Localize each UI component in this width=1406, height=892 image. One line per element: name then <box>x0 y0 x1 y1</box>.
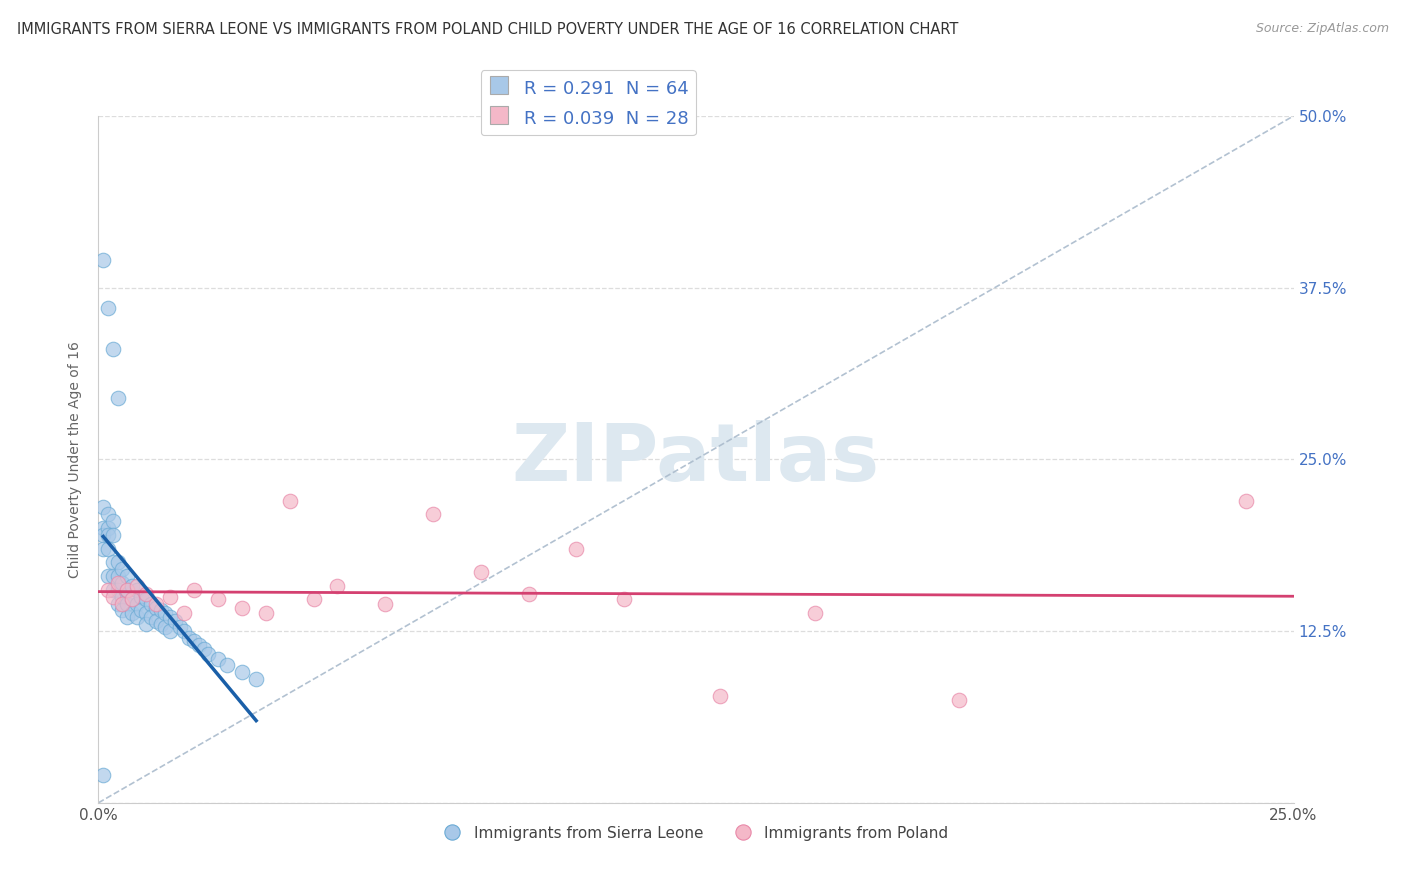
Point <box>207 651 229 665</box>
Point <box>135 587 157 601</box>
Point <box>107 569 129 583</box>
Point <box>107 555 129 570</box>
Point <box>125 610 148 624</box>
Point <box>302 592 325 607</box>
Point <box>97 528 120 542</box>
Point <box>101 569 124 583</box>
Point <box>145 597 167 611</box>
Point <box>183 633 205 648</box>
Point <box>145 600 167 615</box>
Point <box>115 582 138 597</box>
Point <box>111 576 134 591</box>
Point <box>149 603 172 617</box>
Point <box>107 576 129 591</box>
Point <box>97 301 120 316</box>
Point <box>187 638 209 652</box>
Point <box>278 493 301 508</box>
Point <box>125 597 148 611</box>
Point <box>149 617 172 632</box>
Point <box>159 590 181 604</box>
Point <box>135 617 157 632</box>
Point <box>91 768 114 782</box>
Point <box>1234 493 1257 508</box>
Point <box>125 579 148 593</box>
Point <box>107 391 129 405</box>
Point <box>121 579 143 593</box>
Text: ZIPatlas: ZIPatlas <box>512 420 880 499</box>
Legend: Immigrants from Sierra Leone, Immigrants from Poland: Immigrants from Sierra Leone, Immigrants… <box>437 820 955 847</box>
Text: Source: ZipAtlas.com: Source: ZipAtlas.com <box>1256 22 1389 36</box>
Text: IMMIGRANTS FROM SIERRA LEONE VS IMMIGRANTS FROM POLAND CHILD POVERTY UNDER THE A: IMMIGRANTS FROM SIERRA LEONE VS IMMIGRAN… <box>17 22 959 37</box>
Point <box>173 606 195 620</box>
Point <box>125 582 148 597</box>
Point <box>101 343 124 357</box>
Point <box>101 590 124 604</box>
Point <box>217 658 239 673</box>
Point <box>374 597 396 611</box>
Point <box>115 569 138 583</box>
Point <box>121 592 143 607</box>
Point <box>804 606 827 620</box>
Point <box>115 597 138 611</box>
Point <box>91 500 114 515</box>
Point <box>145 615 167 629</box>
Point <box>111 603 134 617</box>
Point <box>709 689 731 703</box>
Point <box>131 590 153 604</box>
Point <box>207 592 229 607</box>
Point <box>948 692 970 706</box>
Point <box>159 610 181 624</box>
Point <box>91 521 114 535</box>
Point <box>422 508 444 522</box>
Point <box>139 610 162 624</box>
Point <box>111 590 134 604</box>
Point <box>101 555 124 570</box>
Point <box>121 606 143 620</box>
Point <box>254 606 277 620</box>
Point <box>97 521 120 535</box>
Point <box>193 642 215 657</box>
Point <box>517 587 540 601</box>
Point <box>173 624 195 639</box>
Point <box>163 615 186 629</box>
Point <box>169 620 191 634</box>
Point <box>97 541 120 556</box>
Point <box>97 582 120 597</box>
Point <box>91 253 114 268</box>
Point <box>101 514 124 528</box>
Point <box>470 565 492 579</box>
Point <box>135 606 157 620</box>
Point <box>179 631 201 645</box>
Point <box>565 541 588 556</box>
Point <box>107 582 129 597</box>
Point <box>97 569 120 583</box>
Point <box>245 672 267 686</box>
Point <box>135 592 157 607</box>
Point <box>121 592 143 607</box>
Point <box>111 562 134 576</box>
Point <box>101 528 124 542</box>
Point <box>115 582 138 597</box>
Point <box>231 665 253 680</box>
Point <box>91 541 114 556</box>
Point <box>183 582 205 597</box>
Point <box>326 579 349 593</box>
Point <box>115 610 138 624</box>
Point <box>111 597 134 611</box>
Point <box>231 600 253 615</box>
Point <box>155 620 177 634</box>
Point <box>159 624 181 639</box>
Point <box>139 597 162 611</box>
Point <box>131 603 153 617</box>
Point <box>155 606 177 620</box>
Point <box>107 597 129 611</box>
Point <box>101 582 124 597</box>
Point <box>91 528 114 542</box>
Point <box>613 592 636 607</box>
Y-axis label: Child Poverty Under the Age of 16: Child Poverty Under the Age of 16 <box>69 341 83 578</box>
Point <box>197 648 219 662</box>
Point <box>97 508 120 522</box>
